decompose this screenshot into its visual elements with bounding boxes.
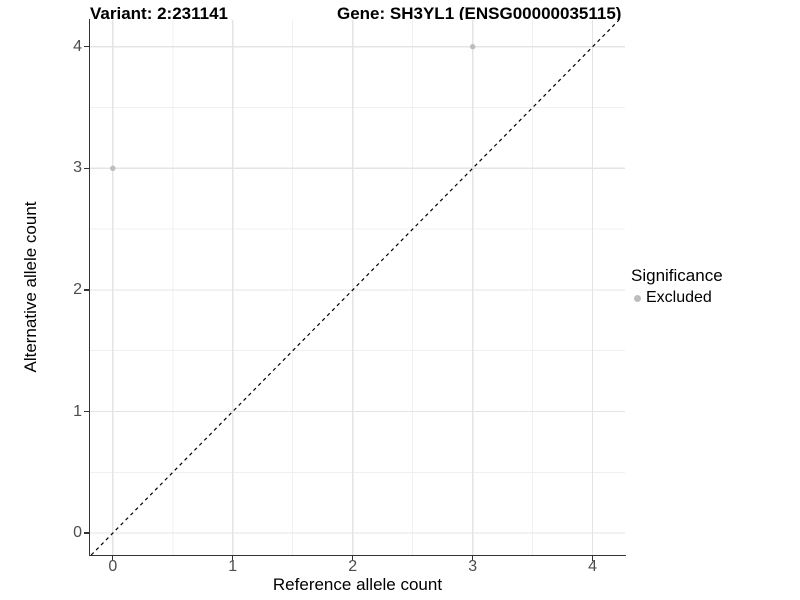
x-tick-mark bbox=[591, 556, 594, 561]
data-point bbox=[110, 165, 116, 171]
identity-reference-line bbox=[90, 19, 620, 556]
x-tick-label: 2 bbox=[348, 558, 358, 575]
legend-title: Significance bbox=[631, 266, 723, 285]
x-tick-label: 4 bbox=[588, 558, 598, 575]
legend: Significance Excluded bbox=[631, 266, 723, 307]
legend-items: Excluded bbox=[631, 289, 723, 307]
y-tick-mark bbox=[84, 167, 89, 169]
y-tick-label: 1 bbox=[73, 402, 82, 420]
x-axis-title: Reference allele count bbox=[272, 575, 443, 594]
x-tick-label: 1 bbox=[228, 558, 238, 575]
plot-panel bbox=[90, 19, 625, 556]
plot-svg bbox=[90, 19, 625, 556]
legend-item: Excluded bbox=[631, 289, 723, 307]
plot-title-variant: Variant: 2:231141 bbox=[90, 4, 228, 23]
y-axis-line bbox=[88, 19, 91, 556]
y-tick-label: 2 bbox=[73, 280, 82, 298]
y-tick-mark bbox=[84, 532, 89, 534]
x-axis-line bbox=[88, 554, 626, 557]
y-tick-mark bbox=[84, 289, 89, 291]
x-tick-label: 3 bbox=[468, 558, 478, 575]
x-tick-mark bbox=[352, 556, 354, 561]
data-point bbox=[470, 44, 476, 50]
y-tick-mark bbox=[84, 46, 89, 48]
x-tick-mark bbox=[112, 556, 114, 561]
y-tick-label: 0 bbox=[73, 524, 82, 542]
y-tick-label: 3 bbox=[73, 159, 82, 177]
legend-item-label: Excluded bbox=[646, 289, 712, 306]
legend-key-dot-icon bbox=[634, 294, 641, 302]
y-axis-title: Alternative allele count bbox=[21, 201, 40, 373]
x-tick-label: 0 bbox=[108, 558, 118, 575]
y-tick-mark bbox=[84, 410, 89, 413]
plot-title-gene: Gene: SH3YL1 (ENSG00000035115) bbox=[337, 4, 622, 23]
x-tick-mark bbox=[232, 556, 234, 561]
y-tick-label: 4 bbox=[73, 37, 82, 55]
x-tick-mark bbox=[472, 556, 474, 561]
